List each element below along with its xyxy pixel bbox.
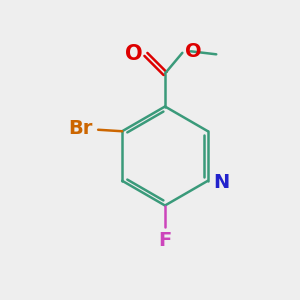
Text: O: O xyxy=(125,44,143,64)
Text: Br: Br xyxy=(68,119,92,138)
Text: O: O xyxy=(185,42,202,61)
Text: N: N xyxy=(213,173,230,192)
Text: F: F xyxy=(158,231,172,250)
